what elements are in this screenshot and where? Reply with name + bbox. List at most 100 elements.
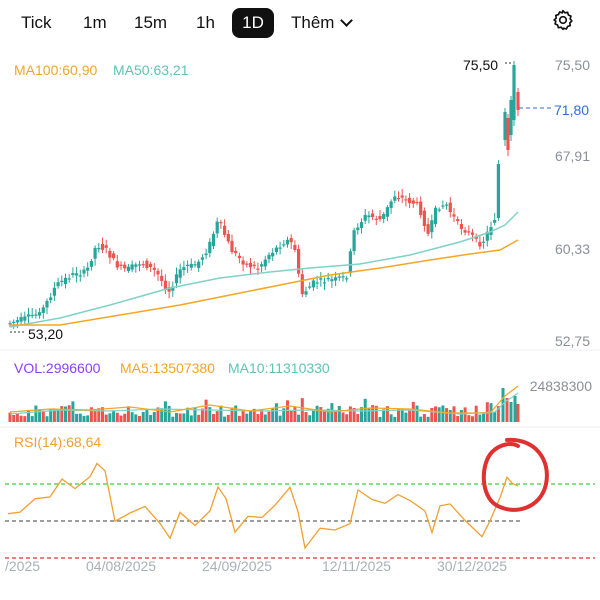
volume-bar	[263, 414, 267, 422]
price-candle-body	[26, 314, 31, 317]
volume-bar	[64, 406, 67, 422]
volume-bar	[204, 399, 208, 422]
volume-bar	[75, 413, 79, 422]
volume-bar	[308, 415, 312, 422]
volume-bar	[71, 401, 75, 422]
price-candle-body	[171, 286, 175, 291]
volume-bar	[123, 413, 127, 422]
x-axis-label: 24/09/2025	[202, 558, 273, 574]
tab-1m[interactable]: 1m	[83, 13, 107, 32]
price-candle-body	[304, 291, 308, 295]
volume-bar	[334, 411, 338, 422]
price-candle-body	[348, 251, 352, 274]
price-candle-body	[189, 263, 193, 268]
price-candle-body	[400, 195, 404, 198]
volume-bar	[197, 414, 201, 422]
volume-bar	[167, 405, 171, 422]
volume-bar	[171, 416, 175, 422]
price-candle-body	[119, 264, 123, 266]
volume-ma10-label: MA10:11310330	[228, 360, 330, 376]
price-candle-body	[156, 270, 160, 275]
price-candle-body	[330, 279, 334, 282]
volume-bar	[371, 405, 375, 422]
volume-bar	[134, 414, 138, 422]
volume-bar	[463, 407, 467, 422]
price-candle-body	[89, 260, 93, 267]
price-candle-body	[282, 244, 286, 246]
price-candle-body	[30, 314, 34, 317]
price-candle-body	[404, 199, 408, 201]
price-candle-body	[322, 282, 327, 284]
volume-label: VOL:2996600	[14, 360, 101, 376]
low-price-label: 53,20	[28, 326, 64, 342]
price-candle-body	[452, 214, 456, 217]
price-candle-body	[174, 274, 179, 284]
volume-bar	[108, 413, 112, 422]
volume-bar	[126, 406, 130, 422]
price-candle-body	[437, 209, 441, 211]
rsi-line	[7, 462, 519, 550]
price-candle-body	[445, 204, 449, 206]
volume-bar	[12, 415, 16, 422]
price-candle-body	[226, 233, 230, 242]
volume-bar	[345, 414, 349, 422]
volume-bar	[397, 408, 400, 422]
price-candle-body	[474, 236, 478, 239]
volume-bar	[408, 410, 412, 422]
volume-bar	[448, 410, 452, 422]
price-candle-body	[396, 198, 401, 200]
price-candle-body	[86, 267, 90, 271]
price-candle-body	[204, 253, 208, 256]
volume-bar	[182, 413, 186, 422]
ma100-label: MA100:60,90	[14, 62, 98, 78]
volume-bar	[93, 410, 97, 422]
volume-bar	[434, 406, 437, 422]
price-candle-body	[234, 250, 238, 254]
volume-bar	[411, 401, 415, 422]
price-candle-body	[104, 245, 108, 248]
tab-1d[interactable]: 1D	[232, 8, 274, 38]
volume-bar	[223, 416, 227, 422]
price-candle-body	[167, 287, 171, 292]
price-candle-body	[19, 317, 23, 322]
price-candle-body	[367, 215, 371, 218]
tab-1h[interactable]: 1h	[196, 13, 215, 32]
price-candle-body	[34, 314, 38, 316]
price-candle-body	[134, 264, 138, 267]
volume-bar	[367, 407, 371, 422]
volume-bar	[289, 410, 293, 422]
price-candle-body	[252, 264, 256, 267]
tab-tick[interactable]: Tick	[21, 13, 52, 32]
volume-bar	[278, 415, 282, 422]
more-dropdown[interactable]: Thêm	[291, 8, 354, 38]
price-candle-body	[267, 254, 271, 260]
volume-bar	[249, 411, 252, 422]
volume-ma5-label: MA5:13507380	[120, 360, 215, 376]
price-candle-body	[93, 247, 97, 259]
volume-bar	[23, 416, 27, 422]
volume-bar	[260, 409, 264, 422]
volume-bar	[252, 408, 256, 422]
volume-bar	[501, 388, 505, 422]
price-candle-body	[45, 300, 49, 308]
price-candle-body	[208, 241, 212, 254]
volume-bar	[60, 406, 64, 422]
volume-bar	[415, 405, 419, 422]
volume-bar	[115, 412, 119, 422]
price-candle-body	[141, 264, 145, 266]
volume-bar	[341, 412, 345, 422]
volume-bar	[138, 416, 141, 422]
volume-bar	[478, 414, 482, 422]
volume-bar	[56, 409, 60, 422]
price-candle-body	[100, 244, 105, 250]
volume-bar	[86, 415, 90, 422]
price-candle-body	[163, 280, 167, 290]
price-candle-body	[149, 263, 153, 268]
volume-bar	[212, 413, 215, 422]
price-candle-body	[315, 282, 319, 284]
settings-gear-icon[interactable]	[552, 9, 574, 31]
price-candle-body	[482, 241, 486, 243]
volume-bar	[230, 407, 234, 422]
tab-15m[interactable]: 15m	[134, 13, 168, 32]
